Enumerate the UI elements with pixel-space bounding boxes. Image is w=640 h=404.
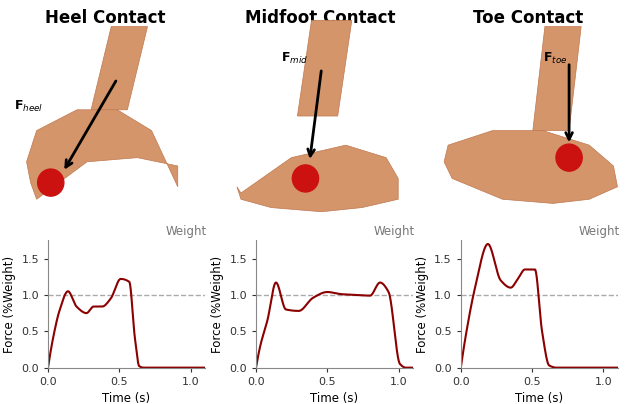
X-axis label: Time (s): Time (s): [310, 392, 358, 404]
Polygon shape: [27, 110, 178, 199]
Y-axis label: Force (%Weight): Force (%Weight): [211, 255, 224, 353]
X-axis label: Time (s): Time (s): [515, 392, 563, 404]
Text: $\mathbf{F}_{heel}$: $\mathbf{F}_{heel}$: [15, 99, 44, 114]
Polygon shape: [298, 20, 352, 116]
Text: Weight: Weight: [166, 225, 207, 238]
Y-axis label: Force (%Weight): Force (%Weight): [3, 255, 16, 353]
Text: Toe Contact: Toe Contact: [473, 9, 583, 27]
Text: Midfoot Contact: Midfoot Contact: [244, 9, 396, 27]
Circle shape: [556, 144, 582, 171]
Polygon shape: [91, 27, 147, 110]
Polygon shape: [237, 145, 398, 212]
Polygon shape: [444, 130, 618, 203]
Circle shape: [292, 165, 319, 192]
Y-axis label: Force (%Weight): Force (%Weight): [415, 255, 429, 353]
Circle shape: [38, 169, 64, 196]
Text: $\mathbf{F}_{toe}$: $\mathbf{F}_{toe}$: [543, 51, 567, 66]
Polygon shape: [532, 27, 581, 130]
Text: Heel Contact: Heel Contact: [45, 9, 166, 27]
Text: $\mathbf{F}_{mid}$: $\mathbf{F}_{mid}$: [282, 51, 308, 66]
X-axis label: Time (s): Time (s): [102, 392, 150, 404]
Text: Weight: Weight: [579, 225, 620, 238]
Text: Weight: Weight: [374, 225, 415, 238]
